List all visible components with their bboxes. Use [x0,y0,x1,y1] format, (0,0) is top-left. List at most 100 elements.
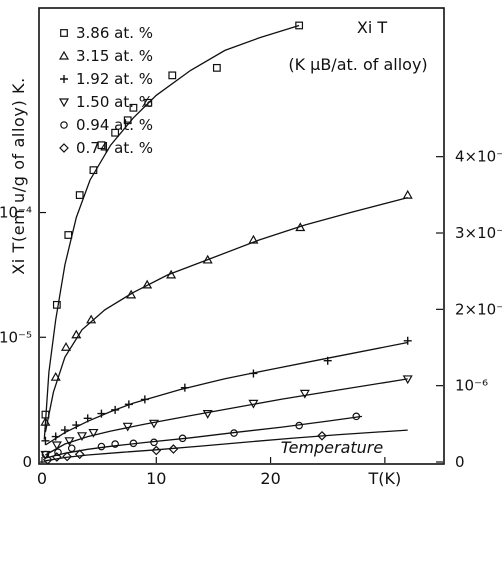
y-tick-label-left: 5.10⁻⁵ [0,328,32,346]
data-point-diamond [151,445,162,456]
data-point-square [97,141,106,150]
data-point-square [64,231,73,239]
data-point-triangle-down [64,437,75,447]
legend-marker-diamond [59,143,69,153]
legend-marker-plus [60,75,68,83]
data-point-plus [51,432,60,441]
data-point-square [212,63,221,72]
data-point-triangle-down [51,441,62,451]
data-point-plus [111,405,120,414]
y-tick-label-right: 2×10⁻⁶ [455,300,502,318]
y-tick-label-right: 4×10⁻⁶ [455,148,502,166]
temperature-annotation: Temperature [281,438,384,457]
data-point-circle [352,412,361,421]
data-point-plus [97,409,106,418]
y-tick-label-right: 0 [455,453,465,471]
data-point-square [111,128,120,137]
series-curve [43,24,300,440]
y-tick-label-left: 10⁻⁴ [0,204,32,222]
data-point-plus [249,369,258,378]
legend-label: 1.92 at. % [76,70,153,88]
series-triangle-up [40,189,413,433]
data-point-triangle-down [76,432,88,442]
legend-label: 1.50 at. % [76,93,153,111]
data-point-triangle-down [122,422,133,432]
data-point-circle [230,429,238,437]
y-tick-label-right: 3×10⁻⁶ [455,224,502,242]
series-curve [45,378,408,456]
x-tick-label: 0 [37,469,47,488]
y-tick-label-left: 0 [22,453,32,471]
data-point-plus [140,395,149,404]
data-point-diamond [42,454,53,465]
data-point-diamond [317,430,327,441]
data-point-plus [180,383,189,392]
data-point-triangle-up [40,416,51,426]
right-axis-title-line1: Xi T [357,18,387,37]
data-point-circle [129,439,138,448]
data-point-diamond [74,449,85,460]
data-point-plus [41,436,50,445]
data-point-plus [124,400,133,409]
data-point-triangle-up [142,279,153,289]
series-triangle-down [40,375,413,460]
series-square [41,21,304,440]
legend-marker-triangle-down [58,98,70,108]
data-point-plus [323,356,332,365]
data-point-triangle-up [248,234,259,244]
data-point-square [168,71,177,80]
data-point-square [129,103,138,112]
right-axis-title-line2: (K μB/at. of alloy) [288,55,427,74]
legend-marker-triangle-up [58,50,70,60]
data-point-triangle-down [299,389,310,399]
series-curve [45,415,363,459]
plot-frame [38,7,445,465]
data-point-square [123,116,132,125]
x-tick-label: T(K) [367,469,401,488]
legend-label: 3.15 at. % [76,47,153,65]
legend: 3.86 at. % 3.15 at. % 1.92 at. % 1.50 at. %… [58,24,153,157]
data-point-square [89,166,98,175]
x-tick-label: 20 [260,469,280,488]
data-point-triangle-up [295,222,306,232]
legend-label: 0.74 at. % [76,139,153,157]
legend-marker-square [60,29,68,37]
data-point-circle [150,438,158,447]
data-point-square [295,21,304,30]
data-point-triangle-up [402,189,413,199]
data-point-plus [403,336,412,345]
data-point-plus [72,421,81,430]
series-diamond [42,429,408,465]
data-point-diamond [52,452,62,462]
data-point-triangle-up [166,269,177,279]
data-point-circle [178,434,187,443]
data-point-triangle-up [86,314,97,324]
data-point-circle [97,442,106,451]
data-point-square [75,191,84,199]
data-point-circle [67,444,76,453]
data-point-diamond [168,444,179,454]
data-point-triangle-up [71,329,82,339]
data-point-triangle-down [148,419,160,429]
legend-label: 0.94 at. % [76,116,153,134]
y-axis-label: Xi T(em u/g of alloy) K. [9,77,28,275]
data-point-circle [54,448,62,457]
data-point-circle [295,421,303,430]
data-point-square [52,300,61,309]
data-point-triangle-down [202,410,213,419]
data-point-square [144,98,153,107]
data-point-triangle-down [402,375,413,385]
x-tick-label: 10 [146,469,166,488]
data-point-circle [111,440,119,448]
data-point-triangle-down [88,428,99,438]
data-point-triangle-down [248,399,259,409]
data-point-plus [60,426,69,435]
data-point-triangle-up [202,254,213,264]
data-point-triangle-up [126,289,137,299]
data-point-diamond [62,451,72,462]
series-curve [44,196,408,433]
data-point-plus [83,414,92,423]
legend-label: 3.86 at. % [76,24,153,42]
